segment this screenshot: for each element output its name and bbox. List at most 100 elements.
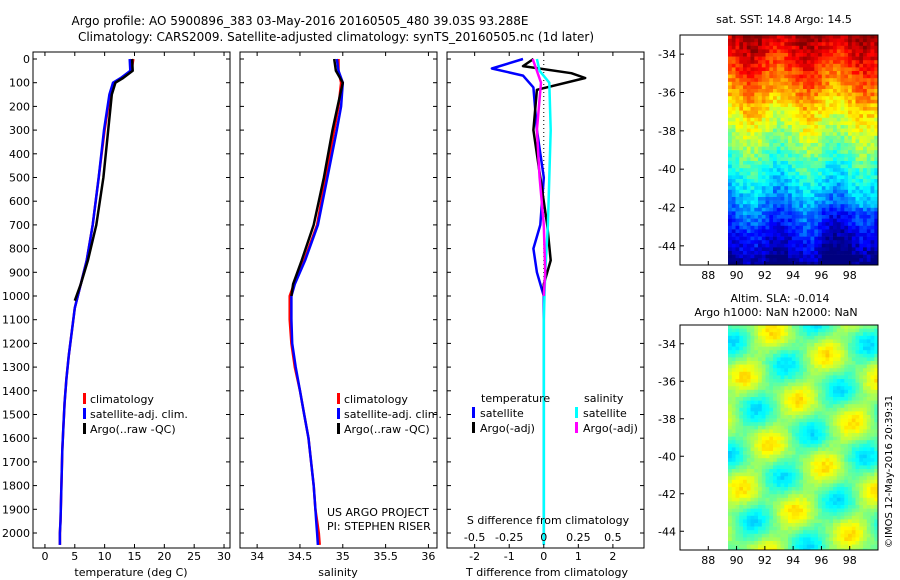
- sla-cell: [773, 382, 778, 387]
- sla-cell: [746, 389, 751, 394]
- sla-cell: [863, 379, 868, 383]
- sla-cell: [765, 497, 770, 502]
- sst-cell: [806, 128, 811, 133]
- sla-cell: [743, 429, 748, 434]
- sst-cell: [848, 125, 853, 129]
- sst-cell: [833, 189, 838, 194]
- sst-cell: [743, 189, 748, 194]
- sst-cell: [754, 71, 759, 75]
- sla-cell: [731, 487, 736, 491]
- sst-cell: [866, 164, 871, 169]
- sla-cell: [863, 332, 868, 337]
- sst-cell: [795, 254, 800, 259]
- sst-cell: [773, 186, 778, 191]
- sla-cell: [795, 350, 800, 355]
- sla-cell: [743, 350, 748, 355]
- sla-cell: [776, 332, 781, 337]
- sla-cell: [735, 332, 740, 337]
- sst-cell: [795, 258, 800, 263]
- sla-cell: [765, 404, 770, 409]
- sla-cell: [780, 350, 785, 355]
- sla-cell: [735, 350, 740, 355]
- sla-cell: [840, 472, 845, 477]
- sst-cell: [780, 49, 785, 54]
- sst-cell: [810, 215, 815, 219]
- sla-cell: [825, 447, 830, 452]
- sla-cell: [803, 454, 808, 459]
- sst-cell: [765, 164, 770, 169]
- sla-cell: [818, 411, 823, 416]
- sst-cell: [818, 153, 823, 158]
- sla-cell: [799, 443, 804, 448]
- sla-cell: [848, 353, 853, 358]
- sst-cell: [859, 161, 864, 165]
- sla-cell: [791, 476, 796, 481]
- sla-cell: [750, 508, 755, 513]
- sla-cell: [803, 451, 808, 455]
- sst-cell: [814, 85, 819, 90]
- sst-cell: [855, 175, 860, 180]
- sla-cell: [803, 479, 808, 484]
- sst-cell: [746, 146, 751, 151]
- sst-cell: [784, 146, 789, 151]
- sst-cell: [754, 99, 759, 104]
- sla-cell: [840, 458, 845, 463]
- sla-cell: [750, 443, 755, 448]
- sla-cell: [844, 346, 849, 351]
- difference-series: [490, 57, 587, 545]
- sla-cell: [803, 400, 808, 405]
- sla-cell: [795, 469, 800, 473]
- sst-cell: [866, 243, 871, 248]
- sst-cell: [776, 92, 781, 97]
- sst-cell: [773, 146, 778, 151]
- sst-cell: [863, 67, 868, 72]
- sla-cell: [788, 512, 793, 517]
- sst-cell: [754, 254, 759, 259]
- sst-cell: [803, 207, 808, 212]
- sla-cell: [866, 332, 871, 337]
- sst-cell: [821, 240, 826, 245]
- sst-cell: [859, 218, 864, 223]
- sla-cell: [788, 368, 793, 373]
- sst-cell: [848, 218, 853, 223]
- sla-cell: [765, 433, 770, 437]
- sst-cell: [746, 157, 751, 162]
- sla-cell: [758, 361, 763, 365]
- sst-cell: [855, 164, 860, 169]
- sst-cell: [844, 218, 849, 223]
- sla-cell: [761, 433, 766, 437]
- sst-cell: [829, 247, 834, 252]
- y-tick-label: 500: [9, 172, 30, 185]
- sla-map-panel: Altim. SLA: -0.014 Argo h1000: NaN h2000…: [658, 292, 879, 567]
- sst-cell: [818, 78, 823, 83]
- sla-cell: [833, 346, 838, 351]
- sla-cell: [870, 368, 875, 373]
- sst-cell: [743, 222, 748, 227]
- sst-cell: [758, 197, 763, 201]
- sla-cell: [874, 451, 878, 455]
- sla-cell: [761, 443, 766, 448]
- sla-cell: [769, 357, 774, 362]
- sla-cell: [810, 382, 815, 387]
- sst-cell: [784, 218, 789, 223]
- sst-cell: [818, 164, 823, 169]
- sla-cell: [825, 397, 830, 401]
- sla-cell: [818, 382, 823, 387]
- sst-cell: [829, 89, 834, 93]
- sst-cell: [870, 251, 875, 255]
- sla-cell: [866, 353, 871, 358]
- sst-cell: [844, 56, 849, 61]
- sla-cell: [773, 364, 778, 369]
- sla-cell: [825, 407, 830, 412]
- sla-cell: [743, 422, 748, 427]
- sla-cell: [765, 451, 770, 455]
- sst-cell: [765, 53, 770, 57]
- sla-cell: [769, 505, 774, 509]
- sst-cell: [814, 49, 819, 54]
- sst-cell: [840, 74, 845, 79]
- sst-cell: [863, 261, 868, 265]
- sst-cell: [818, 139, 823, 144]
- sst-cell: [780, 222, 785, 227]
- sst-cell: [750, 74, 755, 79]
